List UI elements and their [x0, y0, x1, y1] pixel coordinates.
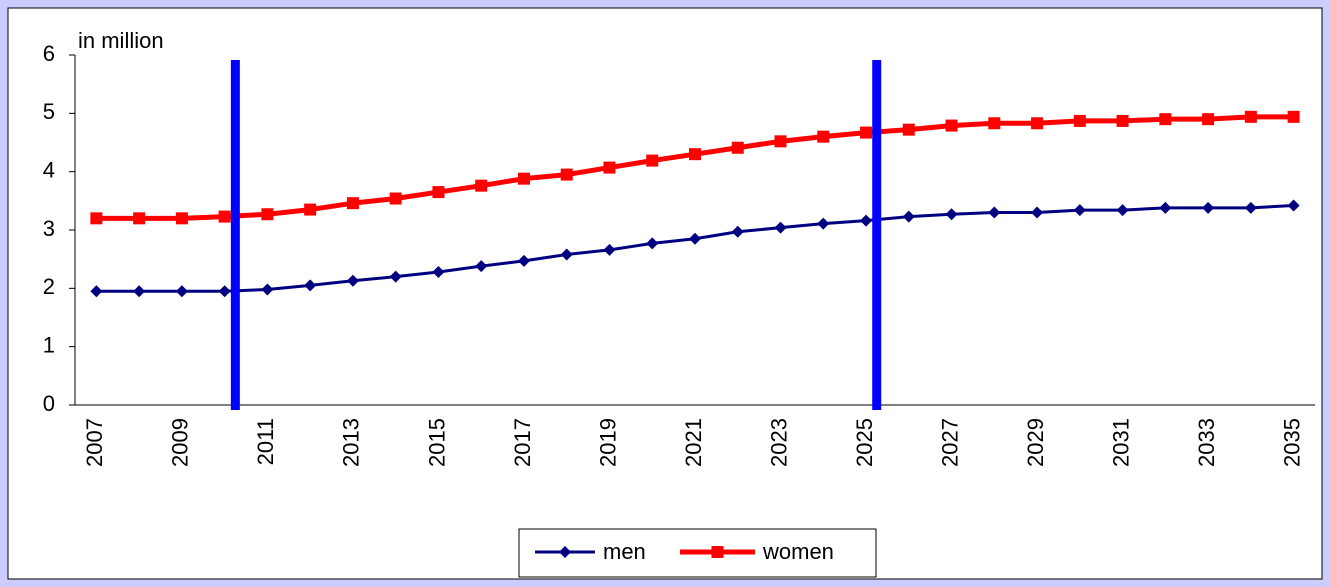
- marker: [731, 225, 744, 238]
- x-tick-label: 2031: [1108, 418, 1133, 467]
- marker: [1031, 206, 1044, 219]
- marker: [1244, 110, 1257, 123]
- marker: [475, 179, 488, 192]
- marker: [475, 260, 488, 273]
- legend-label: women: [762, 539, 834, 564]
- marker: [261, 208, 274, 221]
- x-tick-label: 2011: [253, 418, 278, 465]
- marker: [689, 232, 701, 245]
- x-tick-label: 2013: [339, 418, 364, 467]
- marker: [218, 210, 231, 223]
- marker: [988, 117, 1001, 130]
- marker: [988, 206, 1001, 219]
- marker: [603, 161, 616, 174]
- marker: [902, 210, 915, 223]
- marker: [559, 546, 571, 558]
- legend: men women: [518, 528, 877, 578]
- marker: [1202, 201, 1215, 214]
- y-tick-label: 6: [43, 41, 55, 66]
- y-tick-label: 5: [43, 99, 55, 124]
- marker: [945, 208, 958, 221]
- marker: [90, 285, 103, 298]
- marker: [646, 154, 659, 167]
- x-tick-label: 2029: [1023, 418, 1048, 467]
- x-tick-label: 2023: [766, 418, 791, 467]
- marker: [517, 254, 530, 267]
- marker: [346, 197, 359, 210]
- marker: [1244, 201, 1257, 214]
- marker: [646, 237, 659, 250]
- marker: [817, 130, 830, 143]
- marker: [432, 266, 445, 278]
- marker: [560, 168, 573, 181]
- marker: [389, 270, 402, 283]
- y-tick-label: 3: [43, 216, 55, 241]
- x-tick-label: 2009: [168, 418, 193, 467]
- marker: [560, 248, 573, 261]
- marker: [774, 135, 787, 148]
- marker: [860, 126, 873, 139]
- chart-area: [7, 7, 1323, 580]
- marker: [133, 285, 146, 298]
- y-tick-label: 4: [43, 157, 55, 182]
- x-tick-label: 2025: [852, 418, 877, 467]
- marker: [304, 279, 317, 292]
- marker: [1159, 113, 1172, 126]
- marker: [389, 192, 402, 205]
- marker: [817, 217, 830, 230]
- marker: [90, 212, 103, 225]
- marker: [1116, 114, 1129, 127]
- x-tick-label: 2007: [82, 418, 107, 467]
- marker: [860, 214, 873, 227]
- marker: [1287, 199, 1300, 212]
- x-tick-label: 2033: [1194, 418, 1219, 467]
- marker: [731, 141, 744, 154]
- marker: [603, 243, 616, 256]
- x-tick-label: 2019: [595, 418, 620, 467]
- marker: [261, 283, 274, 296]
- marker: [689, 148, 701, 161]
- x-tick-label: 2027: [937, 418, 962, 467]
- marker: [1116, 204, 1129, 217]
- y-tick-label: 1: [43, 332, 55, 357]
- x-tick-label: 2015: [424, 418, 449, 467]
- marker: [346, 274, 359, 287]
- legend-label: men: [603, 539, 646, 564]
- marker: [711, 546, 724, 558]
- marker: [304, 203, 317, 216]
- marker: [175, 212, 188, 225]
- marker: [175, 285, 188, 298]
- y-tick-label: 0: [43, 391, 55, 416]
- marker: [218, 285, 231, 298]
- x-tick-label: 2021: [681, 418, 706, 467]
- y-axis-label: in million: [78, 28, 164, 53]
- y-tick-label: 2: [43, 274, 55, 299]
- marker: [945, 119, 958, 132]
- marker: [133, 212, 146, 225]
- marker: [1202, 113, 1215, 126]
- marker: [432, 186, 445, 199]
- marker: [1031, 117, 1044, 130]
- marker: [774, 221, 787, 234]
- marker: [1159, 201, 1172, 214]
- marker: [1073, 114, 1086, 127]
- marker: [902, 123, 915, 136]
- x-tick-label: 2035: [1279, 418, 1304, 467]
- marker: [517, 172, 530, 185]
- x-tick-label: 2017: [510, 418, 535, 467]
- marker: [1287, 110, 1300, 123]
- marker: [1073, 204, 1086, 217]
